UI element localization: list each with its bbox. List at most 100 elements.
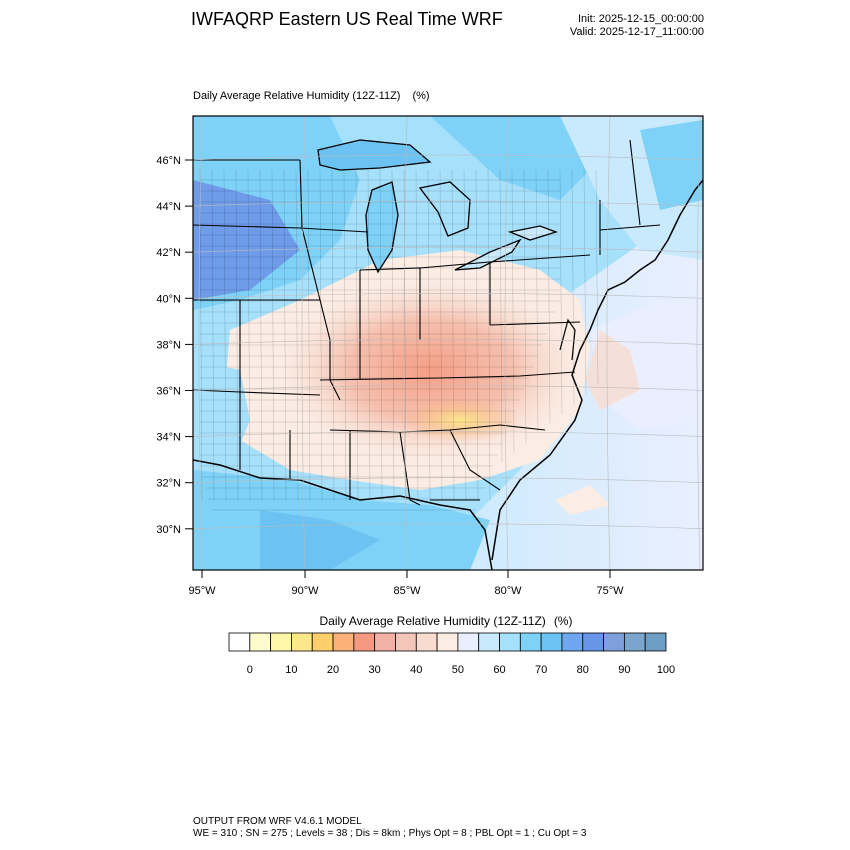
graticule xyxy=(193,116,703,570)
footer-model-line: OUTPUT FROM WRF V4.6.1 MODEL xyxy=(193,816,362,827)
graticule-parallel xyxy=(193,154,703,161)
colorbar-label: 20 xyxy=(327,664,339,676)
colorbar-swatch xyxy=(540,632,563,652)
lat-tick-label: 30°N xyxy=(156,524,181,536)
map-title-text: Daily Average Relative Humidity (12Z-11Z… xyxy=(193,90,401,102)
graticule-parallel xyxy=(193,477,703,483)
map-title-units: (%) xyxy=(412,90,430,102)
lat-tick-label: 32°N xyxy=(156,478,181,490)
colorbar-label: 80 xyxy=(577,664,589,676)
colorbar-swatch xyxy=(436,632,459,652)
al-ga-border xyxy=(399,431,421,506)
mn-ia-border xyxy=(193,224,369,233)
colorbar-swatch xyxy=(228,632,251,652)
model-footer: OUTPUT FROM WRF V4.6.1 MODEL WE = 310 ; … xyxy=(193,816,586,840)
humidity-field xyxy=(193,116,703,570)
ocean-dry-patch-south xyxy=(555,485,610,515)
ky-tn-va-nc-border xyxy=(319,371,576,381)
chesapeake-bay xyxy=(559,318,576,361)
colorbar-swatch xyxy=(249,632,272,652)
graticule-meridian xyxy=(198,116,203,570)
colorbar-title-units: (%) xyxy=(553,614,573,628)
colorbar-swatch xyxy=(311,632,334,652)
colorbar-swatch xyxy=(644,632,667,652)
colorbar: 0 10 20 30 40 50 60 70 80 90 100 xyxy=(228,632,675,676)
colorbar-swatch xyxy=(291,632,313,652)
colorbar-title: Daily Average Relative Humidity (12Z-11Z… xyxy=(0,614,850,628)
colorbar-label: 70 xyxy=(535,664,547,676)
lat-tick-label: 44°N xyxy=(156,201,181,213)
appalachian-dry-core xyxy=(400,398,520,442)
valid-time: Valid: 2025-12-17_11:00:00 xyxy=(569,26,704,38)
main-title: IWFAQRP Eastern US Real Time WRF xyxy=(191,9,503,29)
colorbar-swatch xyxy=(499,632,521,652)
lat-tick-label: 42°N xyxy=(156,247,181,259)
gulf-coast-wet-zone xyxy=(260,510,380,570)
init-time: Init: 2025-12-15_00:00:00 xyxy=(578,13,704,25)
pa-ny-border xyxy=(489,254,591,263)
ga-sc-border xyxy=(449,429,501,491)
gulf-coastline xyxy=(193,459,493,570)
footer-config-line: WE = 310 ; SN = 275 ; Levels = 38 ; Dis … xyxy=(193,828,587,839)
colorbar-swatch xyxy=(332,632,355,652)
map-title: Daily Average Relative Humidity (12Z-11Z… xyxy=(193,90,430,102)
colorbar-label: 60 xyxy=(493,664,505,676)
run-info: Init: 2025-12-15_00:00:00 Valid: 2025-12… xyxy=(570,13,704,39)
colorbar-swatch xyxy=(374,632,396,652)
lat-tick-label: 40°N xyxy=(156,293,181,305)
graticule-meridian xyxy=(301,116,306,570)
longitude-axis: 95°W 90°W 85°W 80°W 75°W xyxy=(188,570,624,597)
graticule-meridian xyxy=(696,116,701,570)
atlantic-ocean xyxy=(430,200,703,570)
colorbar-swatch xyxy=(270,632,292,652)
graticule-parallel xyxy=(193,246,703,253)
colorbar-label: 90 xyxy=(618,664,630,676)
colorbar-swatch xyxy=(561,632,584,652)
colorbar-swatch xyxy=(603,632,625,652)
lat-tick-label: 34°N xyxy=(156,432,181,444)
ma-border xyxy=(599,224,661,231)
northwest-very-moist-zone xyxy=(193,180,300,300)
colorbar-label: 30 xyxy=(369,664,381,676)
lon-tick-label: 75°W xyxy=(596,585,624,597)
graticule-meridian xyxy=(504,116,509,570)
lake-ontario xyxy=(507,225,559,241)
colorbar-label: 100 xyxy=(657,664,675,676)
lake-superior xyxy=(317,139,432,171)
canada-moist-zone xyxy=(430,116,600,200)
lat-tick-label: 36°N xyxy=(156,386,181,398)
nh-me-border xyxy=(629,139,641,226)
lon-tick-label: 90°W xyxy=(291,585,319,597)
colorbar-title-text: Daily Average Relative Humidity (12Z-11Z… xyxy=(319,614,546,628)
colorbar-swatch xyxy=(519,632,542,652)
lon-tick-label: 95°W xyxy=(188,585,216,597)
colorbar-swatch xyxy=(582,632,604,652)
graticule-parallel xyxy=(193,339,703,345)
lake-huron xyxy=(418,181,471,237)
graticule-parallel xyxy=(193,431,703,437)
atlantic-coastline xyxy=(491,179,703,561)
graticule-parallel xyxy=(193,293,703,299)
graticule-parallel xyxy=(193,200,703,207)
colorbar-label: 10 xyxy=(285,664,297,676)
colorbar-label: 50 xyxy=(452,664,464,676)
colorbar-swatch xyxy=(395,632,417,652)
county-grid xyxy=(199,169,599,511)
graticule-parallel xyxy=(193,385,703,391)
ocean-dry-patch xyxy=(585,330,640,410)
colorbar-swatch xyxy=(415,632,438,652)
colorbar-label: 0 xyxy=(247,664,253,676)
graticule-parallel xyxy=(193,523,703,530)
lon-tick-label: 85°W xyxy=(393,585,421,597)
lat-tick-label: 46°N xyxy=(156,155,181,167)
colorbar-swatch xyxy=(353,632,376,652)
maine-moist-zone xyxy=(640,120,703,210)
lat-tick-label: 38°N xyxy=(156,339,181,351)
colorbar-swatch xyxy=(478,632,500,652)
map-border xyxy=(192,115,704,571)
colorbar-label: 40 xyxy=(410,664,422,676)
lon-tick-label: 80°W xyxy=(494,585,522,597)
graticule-meridian xyxy=(606,116,611,570)
latitude-axis: 46°N 44°N 42°N 40°N 38°N 36°N 34°N 32°N 30°N xyxy=(156,155,193,536)
